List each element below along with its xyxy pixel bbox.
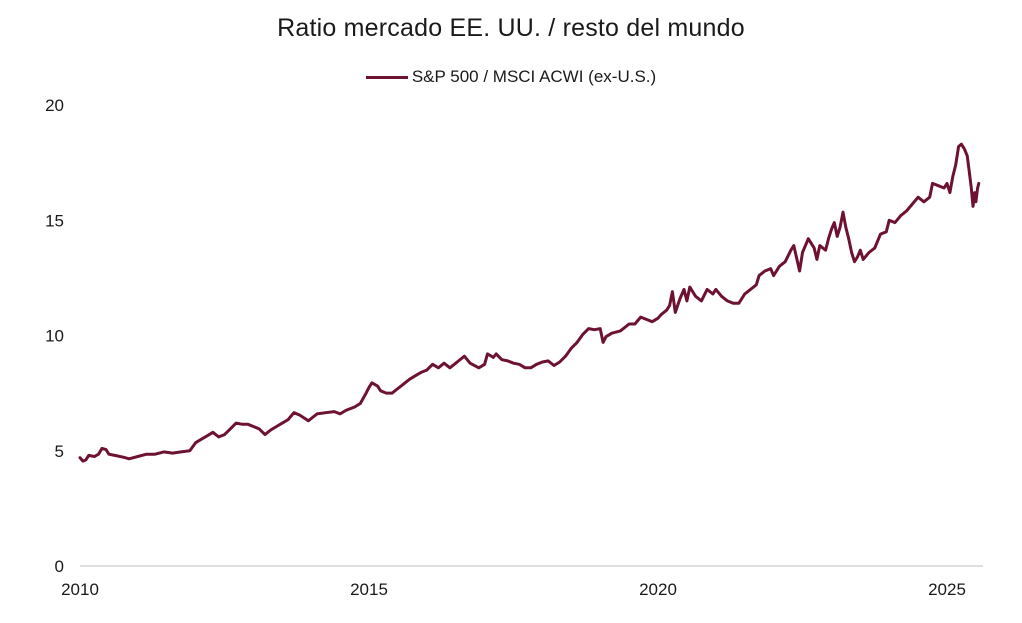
- x-tick-label: 2025: [928, 580, 966, 599]
- y-axis-ticks: 0 5 10 15 20: [45, 96, 64, 576]
- chart-title: Ratio mercado EE. UU. / resto del mundo: [277, 14, 745, 42]
- x-tick-label: 2015: [350, 580, 388, 599]
- y-tick-label: 10: [45, 327, 64, 346]
- series-line: [78, 142, 981, 463]
- y-tick-label: 0: [55, 557, 64, 576]
- x-tick-label: 2010: [61, 580, 99, 599]
- legend-label: S&P 500 / MSCI ACWI (ex-U.S.): [411, 67, 657, 86]
- legend-swatch: [365, 75, 408, 79]
- y-tick-label: 15: [45, 211, 64, 230]
- y-tick-label: 5: [55, 442, 64, 461]
- legend: S&P 500 / MSCI ACWI (ex-U.S.): [0, 67, 1022, 87]
- y-tick-label: 20: [45, 96, 64, 115]
- x-axis-ticks: 2010 2015 2020 2025: [61, 580, 966, 599]
- x-tick-label: 2020: [639, 580, 677, 599]
